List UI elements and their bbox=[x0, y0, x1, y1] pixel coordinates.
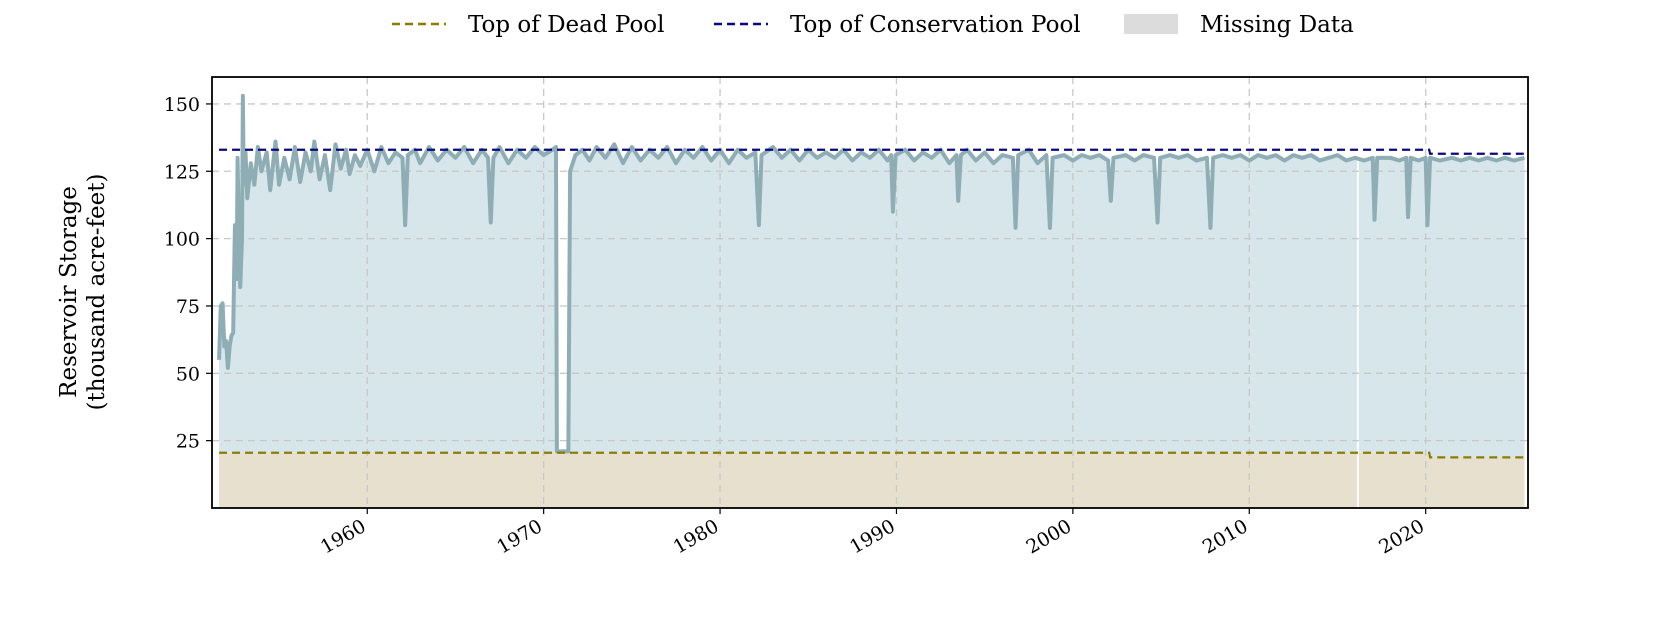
missing-data-band bbox=[1356, 77, 1359, 508]
legend: Top of Dead Pool Top of Conservation Poo… bbox=[392, 12, 1354, 38]
storage-area-fill bbox=[219, 95, 1525, 458]
x-tick-label: 2010 bbox=[1199, 515, 1252, 558]
x-tick-label: 1990 bbox=[846, 515, 899, 558]
plot-frame bbox=[211, 76, 1529, 509]
dead-pool-line bbox=[219, 451, 1525, 459]
dead-pool-fill bbox=[219, 452, 1525, 508]
y-tick-label: 75 bbox=[176, 296, 200, 318]
y-tick-label: 125 bbox=[164, 161, 200, 183]
y-tick-label: 150 bbox=[164, 94, 200, 116]
y-axis-title-line-2: (thousand acre-feet) bbox=[84, 174, 110, 411]
legend-missing-data-label: Missing Data bbox=[1200, 12, 1354, 38]
conservation-pool-line bbox=[219, 148, 1525, 155]
x-tick-label: 1960 bbox=[317, 515, 370, 558]
plot-area: 25 50 75 100 125 150 1960 1970 1980 1990 2000 2010 2… bbox=[164, 76, 1529, 559]
y-tick-label: 50 bbox=[176, 363, 200, 385]
y-axis-title-line-1: Reservoir Storage bbox=[56, 186, 82, 398]
legend-dead-pool-label: Top of Dead Pool bbox=[468, 12, 665, 38]
storage-series-line bbox=[217, 93, 1525, 454]
x-tick-label: 1970 bbox=[493, 515, 546, 558]
x-tick-label: 2000 bbox=[1022, 515, 1075, 558]
legend-missing-data-swatch bbox=[1124, 14, 1178, 34]
y-tick-label: 100 bbox=[164, 229, 200, 251]
y-tick-label: 25 bbox=[176, 431, 200, 453]
x-tick-label: 1980 bbox=[670, 515, 723, 558]
legend-conservation-pool-label: Top of Conservation Pool bbox=[790, 12, 1081, 38]
x-tick-label: 2020 bbox=[1375, 515, 1428, 558]
